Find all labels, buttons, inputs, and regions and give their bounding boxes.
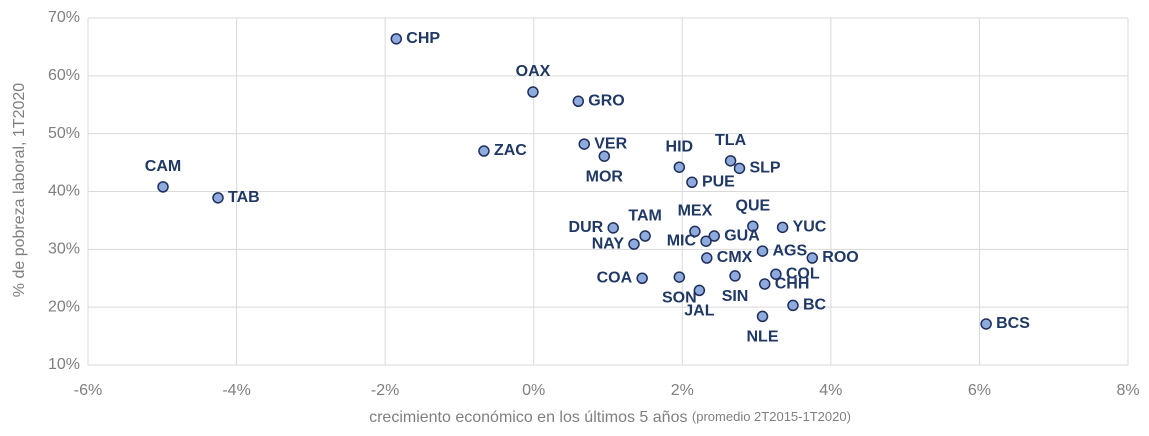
point bbox=[212, 192, 224, 204]
y-tick-label: 40% bbox=[48, 183, 80, 200]
point-label: BCS bbox=[996, 315, 1030, 332]
point-label: CMX bbox=[717, 249, 753, 266]
point bbox=[689, 225, 701, 238]
point-label: CAM bbox=[145, 158, 181, 175]
point-label: MOR bbox=[586, 168, 624, 185]
y-tick-label: 10% bbox=[48, 356, 80, 373]
y-tick-label: 20% bbox=[48, 298, 80, 315]
x-tick-label: -2% bbox=[371, 382, 399, 399]
point bbox=[747, 220, 759, 232]
y-tick-label: 30% bbox=[48, 241, 80, 258]
x-axis-label: crecimiento económico en los últimos 5 a… bbox=[369, 409, 851, 426]
point-label: MIC bbox=[667, 232, 697, 249]
point-label: CHP bbox=[406, 30, 440, 47]
point bbox=[598, 150, 611, 162]
point-label: ROO bbox=[822, 249, 858, 266]
point-label: TLA bbox=[715, 132, 747, 149]
point-label: GUA bbox=[724, 227, 760, 244]
x-tick-label: 6% bbox=[968, 382, 991, 399]
x-axis-title: crecimiento económico en los últimos 5 a… bbox=[369, 409, 687, 426]
point-label: GRO bbox=[588, 92, 624, 109]
point bbox=[578, 138, 590, 150]
point-label: QUE bbox=[736, 197, 771, 214]
point-label: SON bbox=[662, 289, 697, 306]
x-tick-label: 2% bbox=[671, 382, 694, 399]
x-tick-label: 4% bbox=[819, 382, 842, 399]
point-label: HID bbox=[666, 138, 694, 155]
point-label: AGS bbox=[773, 242, 808, 259]
y-tick-label: 60% bbox=[48, 67, 80, 84]
point bbox=[527, 86, 539, 98]
point bbox=[700, 235, 712, 247]
point-label: COA bbox=[597, 269, 633, 286]
point bbox=[390, 33, 403, 45]
point bbox=[787, 299, 799, 312]
point bbox=[478, 145, 490, 157]
x-tick-label: -4% bbox=[222, 382, 250, 399]
point-label: JAL bbox=[684, 303, 714, 320]
point-label: NAY bbox=[592, 235, 625, 252]
point-label: NLE bbox=[747, 329, 779, 346]
y-tick-label: 70% bbox=[48, 9, 80, 26]
x-tick-label: -6% bbox=[74, 382, 102, 399]
point-label: COL bbox=[786, 265, 820, 282]
point bbox=[639, 230, 651, 242]
point-label: SLP bbox=[749, 160, 780, 177]
point-label: DUR bbox=[569, 219, 604, 236]
x-tick-label: 0% bbox=[522, 382, 545, 399]
point bbox=[806, 252, 819, 264]
point bbox=[572, 95, 585, 108]
point-label: MEX bbox=[678, 203, 713, 220]
point bbox=[693, 284, 706, 297]
point-label: PUE bbox=[702, 173, 735, 190]
point-label: TAB bbox=[228, 189, 260, 206]
point bbox=[673, 161, 686, 173]
x-tick-label: 8% bbox=[1116, 382, 1139, 399]
point-label: VER bbox=[594, 135, 627, 152]
point bbox=[729, 270, 741, 282]
y-tick-label: 50% bbox=[48, 125, 80, 142]
point bbox=[607, 222, 619, 234]
point bbox=[758, 278, 771, 290]
point bbox=[770, 268, 782, 280]
y-axis-label: % de pobreza laboral, 1T2020 bbox=[11, 83, 28, 297]
point bbox=[724, 155, 737, 167]
point-label: YUC bbox=[793, 219, 827, 236]
point bbox=[673, 271, 686, 283]
point-label: SIN bbox=[722, 288, 749, 305]
point-label: CHH bbox=[775, 275, 810, 292]
point bbox=[628, 238, 640, 250]
x-axis-note: (promedio 2T2015-1T2020) bbox=[692, 409, 851, 424]
point bbox=[756, 310, 769, 323]
point-label: BC bbox=[803, 297, 827, 314]
point bbox=[636, 272, 648, 284]
point-label: TAM bbox=[628, 207, 661, 224]
point bbox=[157, 181, 169, 193]
point-label: ZAC bbox=[494, 142, 527, 159]
point bbox=[701, 252, 713, 264]
point bbox=[733, 162, 746, 175]
point bbox=[980, 318, 992, 330]
point bbox=[686, 176, 698, 188]
point bbox=[756, 245, 769, 257]
point bbox=[708, 230, 720, 242]
point bbox=[776, 221, 789, 234]
point-label: OAX bbox=[516, 63, 551, 80]
